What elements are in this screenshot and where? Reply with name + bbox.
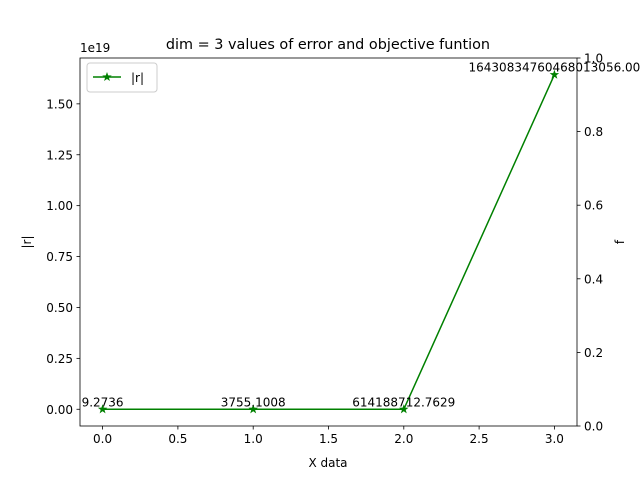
y2-tick-label: 0.6 xyxy=(584,199,603,213)
x-axis: 0.0 0.5 1.0 1.5 2.0 2.5 3.0 xyxy=(93,426,564,446)
data-point xyxy=(248,404,258,414)
x-tick-label: 3.0 xyxy=(545,432,564,446)
x-tick-label: 0.0 xyxy=(93,432,112,446)
data-point xyxy=(399,404,409,414)
y2-tick-label: 0.0 xyxy=(584,420,603,434)
y-axis-right: 0.0 0.2 0.4 0.6 0.8 1.0 xyxy=(577,52,603,434)
y-axis-label: |r| xyxy=(20,235,34,248)
x-tick-label: 1.5 xyxy=(319,432,338,446)
legend: |r| xyxy=(86,62,158,93)
y-tick-label: 1.50 xyxy=(46,97,73,111)
x-tick-label: 1.0 xyxy=(244,432,263,446)
series-layer xyxy=(97,69,560,414)
legend-label: |r| xyxy=(131,71,144,85)
point-labels: 9.2736 3755.1008 614188712.7629 16430834760… xyxy=(82,61,640,410)
x-tick-label: 2.0 xyxy=(394,432,413,446)
point-label: 3755.1008 xyxy=(221,395,286,409)
data-point xyxy=(549,69,560,79)
point-label: 614188712.7629 xyxy=(352,395,455,409)
legend-marker xyxy=(102,72,112,82)
y-axis-left: 0.00 0.25 0.50 0.75 1.00 1.25 1.50 xyxy=(46,97,80,417)
chart-title: dim = 3 values of error and objective fu… xyxy=(166,37,490,53)
y-tick-label: 0.00 xyxy=(46,403,73,417)
data-point xyxy=(97,404,108,414)
y-tick-label: 1.00 xyxy=(46,199,73,213)
y-tick-label: 0.50 xyxy=(46,301,73,315)
x-tick-label: 0.5 xyxy=(168,432,187,446)
y2-tick-label: 0.2 xyxy=(584,346,603,360)
y2-tick-label: 1.0 xyxy=(584,52,603,66)
y-tick-label: 0.25 xyxy=(46,352,73,366)
legend-frame xyxy=(86,62,158,93)
series-line xyxy=(102,74,556,411)
y-tick-label: 1.25 xyxy=(46,148,73,162)
y2-axis-label: f xyxy=(613,239,627,244)
point-label: 16430834760468013056.00 xyxy=(469,61,640,75)
x-tick-label: 2.5 xyxy=(470,432,489,446)
y-offset-text: 1e19 xyxy=(80,41,110,55)
y2-tick-label: 0.4 xyxy=(584,272,603,286)
point-label: 9.2736 xyxy=(82,395,124,409)
y2-tick-label: 0.8 xyxy=(584,125,603,139)
x-axis-label: X data xyxy=(308,456,347,470)
y-tick-label: 0.75 xyxy=(46,250,73,264)
